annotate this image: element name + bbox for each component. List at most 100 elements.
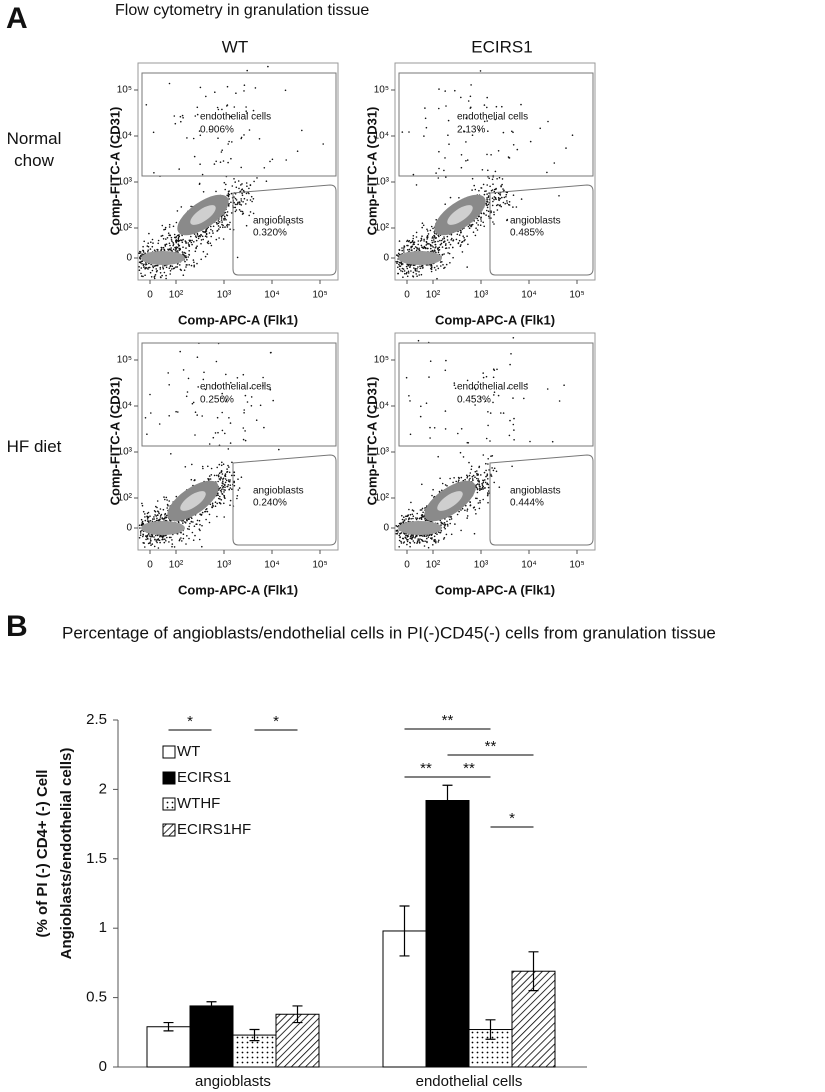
event-dot [223,218,225,220]
event-dot [157,547,160,549]
x-tick-label: 10³ [474,560,489,571]
event-dot [421,264,423,267]
event-dot [151,269,154,272]
gate [489,454,594,546]
error-bar [528,951,539,992]
event-dot [237,201,239,204]
event-dot [490,473,492,476]
event-dot [443,522,446,524]
event-dot [221,488,223,491]
event-dot [180,239,182,241]
event-dot [472,507,475,509]
event-dot [419,415,422,418]
event-dot [250,195,253,198]
bar [146,1026,191,1068]
event-dot [478,465,481,468]
event-dot [420,509,423,511]
event-dot [509,363,511,366]
event-dot [240,184,242,186]
event-dot [193,265,195,268]
event-dot [403,251,405,253]
event-dot [165,540,167,542]
event-dot [148,535,151,537]
event-dot [150,544,152,546]
y-tick-label: 0 [383,523,389,534]
event-dot [167,505,169,507]
event-dot [471,395,473,398]
event-dot [208,478,210,480]
event-dot [156,541,158,544]
event-dot [222,480,224,482]
event-dot [228,203,230,205]
event-dot [515,206,518,208]
event-dot [478,189,480,192]
y-tick-label: 0.5 [86,989,107,1006]
event-dot [177,237,180,240]
event-dot [439,531,442,534]
event-dot [478,483,481,485]
event-dot [420,273,423,276]
event-dot [497,196,500,199]
event-dot [443,237,446,240]
event-dot [140,518,143,521]
event-dot [408,250,410,253]
legend-label: WT [177,743,200,760]
event-dot [235,92,237,94]
event-dot [217,480,219,483]
event-dot [234,203,237,206]
event-dot [146,537,149,540]
event-dot [466,159,469,161]
event-dot [172,241,174,244]
event-dot [485,475,487,478]
event-dot [166,536,168,539]
event-dot [497,394,500,397]
gate-value: 0.240% [253,498,287,509]
event-dot [224,188,226,191]
event-dot [461,507,464,510]
event-dot [468,474,471,477]
event-dot [421,246,423,248]
event-dot [484,400,487,402]
event-dot [512,423,515,426]
event-dot [219,502,222,505]
event-dot [473,532,476,535]
event-dot [419,267,422,270]
event-dot [220,491,223,493]
event-dot [476,229,479,231]
event-dot [171,268,173,270]
event-dot [428,243,430,245]
event-dot [426,236,429,239]
event-dot [410,518,412,520]
event-dot [412,237,414,240]
event-dot [227,484,230,486]
event-dot [416,517,419,519]
event-dot [418,539,420,542]
event-dot [169,244,171,247]
event-dot [206,253,209,255]
event-dot [234,197,237,200]
event-dot [245,106,247,108]
event-dot [243,412,245,414]
event-dot [419,265,421,268]
event-dot [176,250,178,252]
event-dot [439,243,442,246]
event-dot [233,178,235,180]
event-dot [407,535,410,537]
event-dot [433,427,436,429]
event-dot [168,384,170,386]
gate-name: endothelial cells [457,382,528,393]
event-dot [445,263,448,266]
event-dot [427,534,429,536]
event-dot [415,231,418,234]
event-dot [269,351,272,354]
event-dot [179,538,181,541]
event-dot [196,356,199,358]
event-dot [144,417,147,419]
event-dot [152,131,155,134]
event-dot [416,268,418,270]
event-dot [413,541,416,544]
event-dot [241,194,244,197]
event-dot [194,411,197,413]
event-dot [447,119,450,122]
